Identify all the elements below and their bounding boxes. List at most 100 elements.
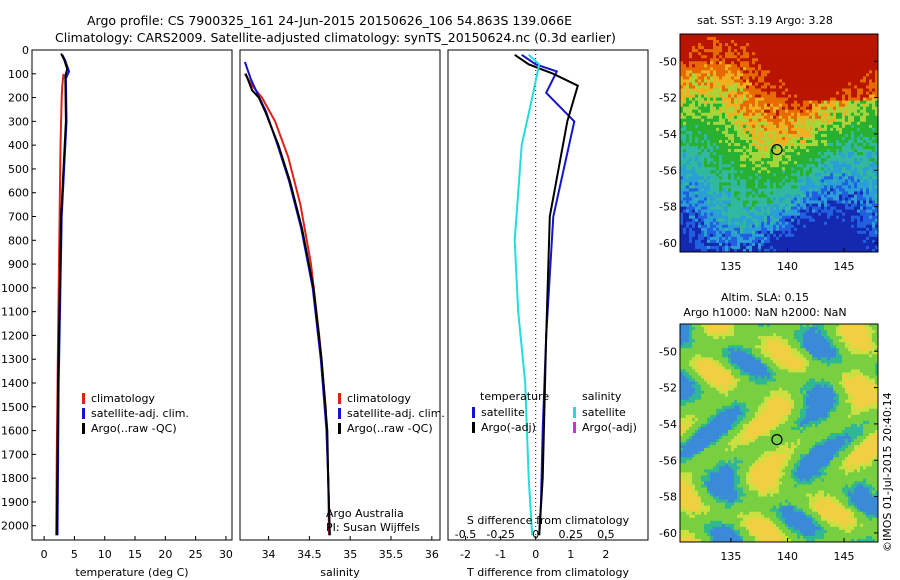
- sst-map-cell: [764, 97, 768, 101]
- sst-map-cell: [683, 230, 687, 235]
- sst-map-cell: [845, 76, 849, 80]
- sst-map-cell: [689, 200, 693, 204]
- sst-map-cell: [782, 155, 786, 159]
- sst-map-cell: [710, 164, 714, 168]
- sst-map-cell: [851, 173, 855, 177]
- sst-map-cell: [740, 173, 744, 177]
- sst-map-cell: [869, 194, 873, 198]
- sst-map-cell: [725, 152, 729, 156]
- sst-map-cell: [680, 149, 684, 153]
- sst-map-cell: [791, 46, 795, 50]
- sst-map-cell: [815, 224, 819, 229]
- sst-map-cell: [713, 70, 717, 74]
- sst-map-cell: [824, 100, 828, 104]
- sst-map-cell: [764, 37, 768, 41]
- sst-map-cell: [683, 109, 687, 114]
- sst-map-cell: [695, 179, 699, 183]
- sst-map-cell: [797, 176, 801, 180]
- sst-map-cell: [734, 170, 738, 174]
- sst-map-cell: [869, 155, 873, 159]
- sst-map-cell: [821, 230, 825, 235]
- sst-map-cell: [716, 212, 720, 216]
- sst-map-cell: [686, 115, 690, 120]
- sst-map-cell: [701, 85, 705, 89]
- sst-map-cell: [872, 112, 876, 117]
- sst-map-cell: [833, 76, 837, 80]
- sst-map-cell: [782, 40, 786, 44]
- sst-map-cell: [854, 37, 858, 41]
- sst-map-cell: [791, 64, 795, 68]
- sst-map-cell: [848, 52, 852, 56]
- sst-map-cell: [845, 121, 849, 126]
- annotation-pi: PI: Susan Wijffels: [326, 521, 420, 534]
- y-tick-label-1000: 1000: [1, 282, 29, 295]
- sst-map-cell: [749, 164, 753, 168]
- sst-map-cell: [872, 242, 876, 247]
- sst-map-cell: [794, 58, 798, 62]
- sst-map-cell: [764, 73, 768, 77]
- sst-map-cell: [785, 194, 789, 198]
- sst-map-cell: [695, 212, 699, 216]
- sst-map-cell: [689, 67, 693, 71]
- sst-map-cell: [842, 43, 846, 47]
- sst-map-cell: [866, 85, 870, 89]
- sst-map-cell: [722, 106, 726, 110]
- sst-map-cell: [737, 143, 741, 147]
- sst-map-cell: [872, 200, 876, 204]
- sst-map-cell: [806, 34, 810, 38]
- sst-map-cell: [779, 109, 783, 114]
- sst-map-cell: [839, 97, 843, 101]
- sst-map-cell: [824, 46, 828, 50]
- sst-map-cell: [680, 103, 684, 107]
- sst-map-cell: [779, 49, 783, 53]
- sst-map-cell: [770, 88, 774, 92]
- sst-map-cell: [731, 34, 735, 38]
- sst-map-cell: [743, 218, 747, 223]
- sst-map-cell: [827, 143, 831, 147]
- sst-map-cell: [806, 215, 810, 219]
- sst-map-cell: [779, 143, 783, 147]
- sst-map-cell: [725, 58, 729, 62]
- sst-map-cell: [686, 61, 690, 65]
- sst-map-cell: [794, 37, 798, 41]
- sst-map-cell: [860, 152, 864, 156]
- sst-map-cell: [773, 100, 777, 104]
- sst-map-cell: [758, 130, 762, 135]
- sst-map-cell: [725, 46, 729, 50]
- sst-map-cell: [806, 94, 810, 98]
- sst-map-cell: [770, 136, 774, 141]
- sst-map-cell: [839, 64, 843, 68]
- sst-map-cell: [857, 200, 861, 204]
- sst-map-cell: [740, 176, 744, 180]
- sst-map-cell: [716, 224, 720, 229]
- sst-map-cell: [863, 115, 867, 120]
- sst-map-cell: [875, 212, 879, 216]
- sst-map-cell: [830, 194, 834, 198]
- sst-map-cell: [695, 109, 699, 114]
- sst-map-cell: [713, 103, 717, 107]
- sst-map-cell: [791, 130, 795, 135]
- sst-map-cell: [764, 121, 768, 126]
- sst-map-cell: [836, 82, 840, 86]
- sst-map-cell: [803, 133, 807, 138]
- sst-map-cell: [767, 133, 771, 138]
- sst-map-cell: [857, 245, 861, 250]
- temp-x-tick-label-25: 25: [189, 548, 203, 561]
- sst-map-cell: [701, 91, 705, 95]
- sst-map-cell: [680, 70, 684, 74]
- sst-map-cell: [698, 139, 702, 144]
- sst-map-cell: [836, 218, 840, 223]
- sst-map-cell: [785, 143, 789, 147]
- sst-map-cell: [758, 227, 762, 232]
- sst-map-cell: [797, 200, 801, 204]
- sst-map-cell: [752, 88, 756, 92]
- sst-map-cell: [815, 136, 819, 141]
- sst-map-cell: [752, 191, 756, 195]
- temp-legend-item-1: satellite-adj. clim.: [91, 407, 189, 420]
- sst-map-cell: [773, 64, 777, 68]
- sst-map-cell: [818, 121, 822, 126]
- sst-map-cell: [713, 46, 717, 50]
- sst-map-cell: [815, 242, 819, 247]
- sst-map-cell: [767, 215, 771, 219]
- sst-map-cell: [755, 248, 759, 253]
